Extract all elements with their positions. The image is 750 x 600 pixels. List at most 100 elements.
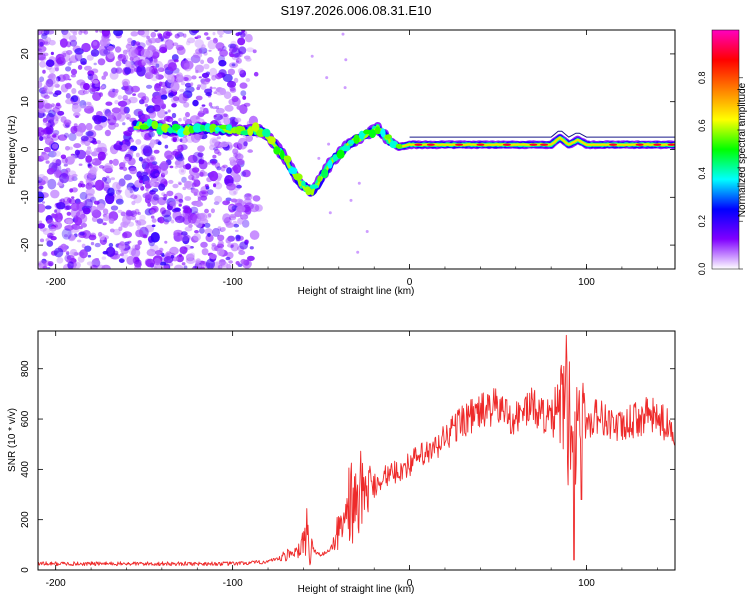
- noise-blob: [98, 165, 105, 169]
- noise-blob: [137, 45, 142, 50]
- noise-blob: [47, 75, 54, 79]
- noise-blob: [172, 183, 179, 189]
- noise-blob: [94, 242, 101, 248]
- noise-blob: [235, 57, 242, 64]
- noise-blob: [226, 80, 237, 88]
- noise-blob: [102, 30, 111, 39]
- noise-blob: [139, 179, 144, 184]
- noise-blob: [146, 84, 153, 89]
- noise-blob: [192, 167, 200, 173]
- noise-blob: [163, 214, 172, 223]
- noise-blob: [151, 68, 159, 75]
- noise-blob: [234, 229, 239, 233]
- noise-blob: [72, 261, 81, 269]
- noise-blob: [101, 75, 106, 80]
- noise-blob: [219, 261, 228, 267]
- spectrogram-y-tick-label: -20: [20, 237, 31, 252]
- ridge-blob: [146, 118, 153, 127]
- noise-blob: [151, 49, 161, 56]
- noise-blob: [68, 132, 77, 142]
- noise-blob: [48, 262, 53, 267]
- noise-blob: [61, 30, 69, 36]
- noise-blob: [106, 175, 110, 178]
- noise-blob: [167, 109, 171, 113]
- noise-blob: [240, 171, 247, 177]
- noise-blob: [155, 95, 162, 99]
- noise-blob: [134, 41, 141, 46]
- noise-blob: [167, 92, 174, 98]
- noise-blob: [211, 160, 216, 166]
- noise-blob: [134, 219, 139, 223]
- noise-blob: [212, 31, 216, 36]
- noise-blob: [86, 102, 92, 106]
- noise-blob: [228, 176, 233, 180]
- noise-blob: [205, 258, 215, 269]
- noise-blob: [115, 189, 122, 195]
- noise-blob: [185, 111, 190, 118]
- noise-blob: [192, 174, 197, 179]
- ridge-hotspot: [502, 143, 511, 146]
- noise-blob: [184, 207, 193, 214]
- noise-blob: [235, 153, 244, 161]
- noise-blob: [123, 174, 132, 181]
- noise-blob: [105, 246, 116, 257]
- noise-blob: [137, 92, 147, 99]
- noise-blob: [127, 149, 134, 155]
- noise-blob: [184, 226, 193, 232]
- noise-blob: [164, 39, 174, 50]
- noise-blob: [102, 222, 107, 226]
- noise-blob: [41, 32, 48, 40]
- ridge-hotspot: [635, 143, 644, 146]
- noise-blob: [83, 172, 94, 181]
- noise-blob: [243, 141, 248, 147]
- noise-blob: [88, 234, 97, 241]
- noise-blob: [47, 178, 57, 190]
- ridge-blob: [353, 134, 360, 145]
- noise-blob: [41, 201, 46, 204]
- spectrogram-y-tick-label: 0: [20, 146, 31, 152]
- ridge-blob: [375, 126, 381, 135]
- noise-blob: [118, 226, 123, 232]
- noise-blob: [122, 122, 126, 126]
- noise-blob: [38, 203, 46, 213]
- ridge-blob: [280, 149, 285, 160]
- noise-blob: [38, 52, 46, 61]
- noise-blob: [126, 116, 130, 120]
- noise-blob: [174, 215, 185, 224]
- noise-blob: [111, 67, 117, 74]
- noise-blob: [115, 67, 123, 74]
- noise-blob: [97, 58, 106, 66]
- spectrogram-x-label: Height of straight line (km): [298, 286, 415, 297]
- noise-blob: [233, 190, 237, 195]
- ridge-blob: [247, 127, 254, 136]
- noise-blob: [204, 184, 209, 188]
- noise-blob: [182, 90, 193, 99]
- noise-blob: [135, 229, 144, 238]
- noise-blob: [247, 149, 253, 153]
- noise-blob: [235, 32, 241, 37]
- noise-blob: [163, 219, 169, 225]
- snr-y-tick-label: 200: [20, 511, 31, 528]
- noise-blob: [225, 256, 231, 261]
- ridge-blob: [171, 123, 181, 131]
- noise-blob: [174, 192, 184, 202]
- noise-blob: [140, 185, 145, 191]
- noise-blob: [109, 159, 113, 165]
- noise-blob: [139, 99, 145, 105]
- noise-blob: [212, 154, 217, 159]
- noise-blob: [167, 62, 177, 72]
- noise-blob: [164, 144, 169, 149]
- noise-blob: [159, 44, 168, 51]
- ridge-blob: [251, 122, 260, 132]
- noise-blob: [48, 235, 53, 238]
- noise-blob: [70, 203, 80, 212]
- noise-blob: [70, 95, 79, 103]
- noise-blob: [65, 250, 70, 255]
- noise-blob: [101, 176, 108, 182]
- noise-blob: [159, 161, 169, 171]
- snr-series: [38, 334, 675, 567]
- noise-blob: [81, 104, 87, 109]
- noise-blob: [112, 250, 119, 256]
- noise-blob: [85, 188, 95, 196]
- noise-blob: [211, 75, 217, 81]
